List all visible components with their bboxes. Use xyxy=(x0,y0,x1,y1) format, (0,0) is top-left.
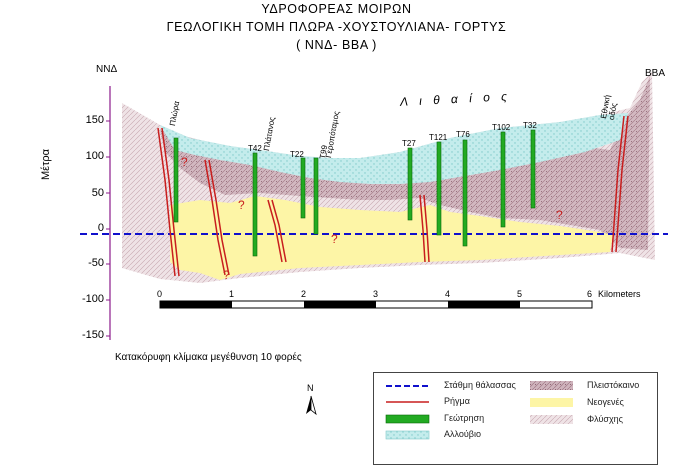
vertical-exaggeration-note: Κατακόρυφη κλίμακα μεγέθυνση 10 φορές xyxy=(115,352,302,363)
fault-line xyxy=(615,115,629,253)
y-tick-label: -150 xyxy=(81,329,104,341)
north-arrow-icon xyxy=(306,395,317,416)
legend-swatch-neogene xyxy=(530,398,573,407)
y-tick-label: 150 xyxy=(85,114,104,126)
fault-line xyxy=(161,127,180,277)
scale-bar xyxy=(159,300,593,309)
legend-swatch-flysch xyxy=(530,415,573,424)
y-axis-label: Μέτρα xyxy=(40,148,52,180)
borehole-label: T42 xyxy=(248,144,262,153)
legend-label-borehole: Γεώτρηση xyxy=(444,413,485,423)
alluvium-layer xyxy=(160,113,628,184)
y-tick-label: 0 xyxy=(97,222,104,234)
scale-tick-label: 1 xyxy=(229,289,235,299)
place-label-ethniki-odos: Εθνική οδός xyxy=(599,94,619,121)
borehole-bar xyxy=(300,157,306,219)
fault-line xyxy=(419,194,426,263)
borehole-label: T32 xyxy=(523,121,537,130)
borehole-label: T121 xyxy=(429,133,448,142)
fault-line xyxy=(611,115,625,253)
legend-label-alluvium: Αλλούβιο xyxy=(444,429,481,439)
legend-label-pleistocene: Πλειστόκαινο xyxy=(587,380,640,390)
borehole-label: T27 xyxy=(402,139,416,148)
orientation-left: ΝΝΔ xyxy=(96,64,118,75)
question-mark: ? xyxy=(238,198,245,212)
legend-box: Στάθμη θάλασσας Ρήγμα Γεώτρηση Αλλούβιο … xyxy=(373,372,658,465)
scale-tick-label: 5 xyxy=(517,289,523,299)
borehole-bar xyxy=(313,157,319,235)
legend-label-neogene: Νεογενές xyxy=(587,397,624,407)
scale-tick-label: 3 xyxy=(373,289,379,299)
legend-label-flysch: Φλύσχης xyxy=(587,414,624,424)
title-line-3: ( ΝΝΔ- ΒΒΑ ) xyxy=(296,38,377,52)
fault-line xyxy=(271,199,287,263)
y-tick-label: -100 xyxy=(81,293,104,305)
borehole-bar xyxy=(173,137,179,223)
legend-swatches xyxy=(385,381,573,440)
y-tick-label: 100 xyxy=(85,150,104,162)
scale-tick-label: 2 xyxy=(301,289,307,299)
y-tick-label: 50 xyxy=(91,187,104,199)
question-mark: ? xyxy=(331,232,338,246)
question-mark: ? xyxy=(181,155,188,169)
question-mark: ? xyxy=(556,208,563,222)
title-line-1: ΥΔΡΟΦΟΡΕΑΣ ΜΟΙΡΩΝ xyxy=(261,2,412,16)
legend-swatch-pleistocene xyxy=(530,381,573,390)
scale-tick-label: 4 xyxy=(445,289,451,299)
legend-label-sea-level: Στάθμη θάλασσας xyxy=(444,380,516,390)
fault-line xyxy=(267,199,283,263)
borehole-label: T22 xyxy=(290,150,304,159)
borehole-label: T102 xyxy=(492,123,511,132)
legend-swatch-borehole xyxy=(385,414,430,424)
borehole-bar xyxy=(500,131,506,228)
title-line-2: ΓΕΩΛΟΓΙΚΗ ΤΟΜΗ ΠΛΩΡΑ -ΧΟΥΣΤΟΥΛΙΑΝΑ- ΓΟΡΤ… xyxy=(166,20,507,34)
y-axis-ticks xyxy=(106,120,110,337)
y-tick-label: -50 xyxy=(88,257,104,269)
legend-label-fault: Ρήγμα xyxy=(444,396,470,406)
borehole-bar xyxy=(407,147,413,221)
faults xyxy=(157,115,629,277)
borehole-bar xyxy=(462,139,468,247)
borehole-bar xyxy=(436,141,442,236)
borehole-bar xyxy=(530,129,536,209)
borehole-bar xyxy=(252,152,258,257)
scale-unit-label: Kilometers xyxy=(598,289,641,299)
fault-line xyxy=(157,127,176,277)
scale-tick-label: 6 xyxy=(587,289,593,299)
legend-swatch-alluvium xyxy=(385,430,430,440)
borehole-label: T76 xyxy=(456,130,470,139)
fault-line xyxy=(208,159,230,276)
fault-line xyxy=(204,159,226,276)
question-mark: ? xyxy=(223,268,230,282)
scale-tick-label: 0 xyxy=(157,289,163,299)
north-label: N xyxy=(307,383,314,393)
fault-line xyxy=(423,194,430,263)
orientation-right: ΒΒΑ xyxy=(645,68,666,79)
boreholes xyxy=(173,129,536,257)
